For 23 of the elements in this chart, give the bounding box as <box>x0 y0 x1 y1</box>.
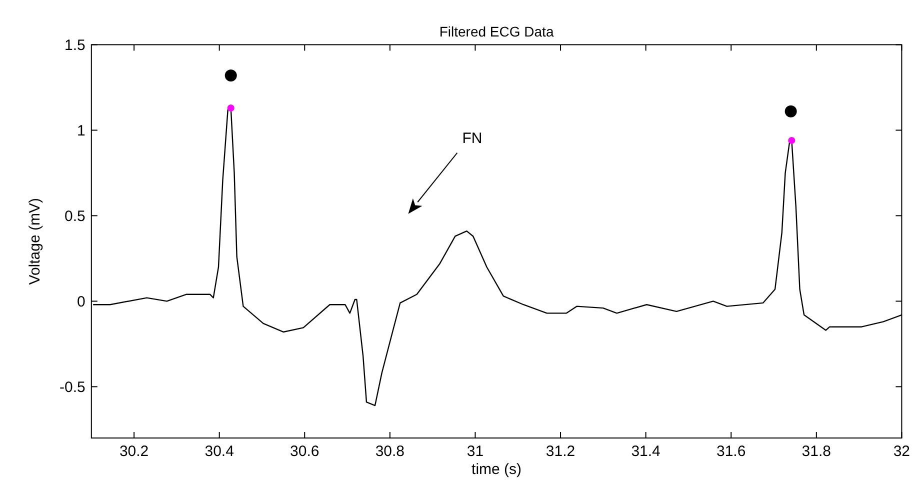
x-tick-label: 32 <box>893 443 910 460</box>
x-axis-title: time (s) <box>472 461 522 478</box>
chart-title: Filtered ECG Data <box>439 24 554 40</box>
y-tick-label: 1 <box>77 122 86 140</box>
y-tick-label: -0.5 <box>60 378 86 396</box>
y-tick-label: 0 <box>77 293 86 310</box>
x-tick-label: 31.8 <box>802 443 832 460</box>
x-tick-label: 31.2 <box>546 443 576 460</box>
y-axis-title: Voltage (mV) <box>26 198 44 285</box>
x-tick-label: 30.2 <box>119 443 149 460</box>
point <box>227 104 234 112</box>
point <box>784 105 797 118</box>
point <box>224 69 237 82</box>
y-tick-label: 0.5 <box>64 208 86 225</box>
x-tick-label: 31 <box>466 443 484 460</box>
x-tick-label: 30.6 <box>290 443 320 460</box>
point <box>788 136 796 144</box>
annotation: FN <box>462 130 482 147</box>
y-tick-label: 1.5 <box>64 36 86 54</box>
x-tick-label: 30.4 <box>204 443 234 460</box>
x-tick-label: 31.6 <box>716 443 746 460</box>
x-tick-label: 30.8 <box>375 443 405 460</box>
x-tick-label: 31.4 <box>631 443 660 460</box>
